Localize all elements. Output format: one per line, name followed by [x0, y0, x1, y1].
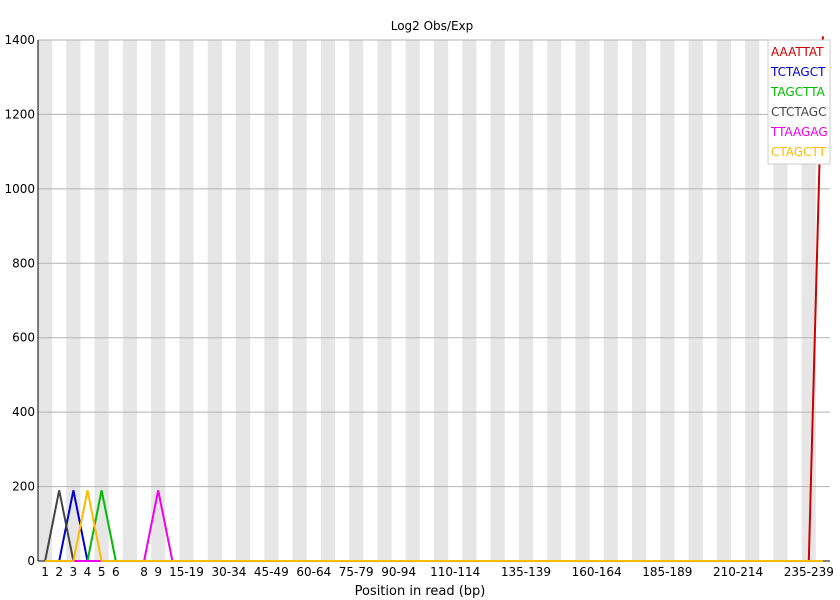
column-band: [236, 40, 251, 561]
x-tick-label: 60-64: [296, 565, 331, 579]
column-band: [122, 40, 137, 561]
gridlines: [38, 39, 830, 488]
legend-entry: TTAAGAG: [770, 125, 828, 139]
y-tick-label: 400: [12, 405, 35, 419]
y-tick-label: 800: [12, 256, 35, 270]
column-band: [716, 40, 731, 561]
x-tick-label: 90-94: [381, 565, 416, 579]
y-tick-label: 1000: [4, 182, 35, 196]
legend-entry: AAATTAT: [771, 45, 824, 59]
x-axis-title: Position in read (bp): [355, 584, 486, 599]
x-tick-label: 5: [98, 565, 106, 579]
column-band: [575, 40, 590, 561]
y-tick-label: 600: [12, 331, 35, 345]
x-tick-label: 4: [84, 565, 92, 579]
column-band: [292, 40, 307, 561]
column-band: [349, 40, 364, 561]
x-tick-label: 135-139: [501, 565, 551, 579]
legend-entry: TCTAGCT: [770, 65, 826, 79]
y-tick-labels: 0 200 400 600 800 1000 1200 1400: [4, 33, 35, 568]
column-band: [518, 40, 533, 561]
column-band: [38, 40, 53, 561]
x-tick-label: 6: [112, 565, 120, 579]
column-band: [320, 40, 335, 561]
column-band: [66, 40, 81, 561]
legend-entry: CTCTAGC: [771, 105, 826, 119]
x-tick-label: 8: [140, 565, 148, 579]
x-tick-label: 75-79: [339, 565, 374, 579]
column-band: [773, 40, 788, 561]
legend-entry: TAGCTTA: [770, 85, 826, 99]
x-tick-label: 210-214: [713, 565, 763, 579]
column-band: [179, 40, 194, 561]
column-band: [688, 40, 703, 561]
column-band: [377, 40, 392, 561]
legend-entry: CTAGCTT: [771, 145, 827, 159]
series-lines: [44, 36, 824, 562]
column-band: [462, 40, 477, 561]
x-tick-label: 160-164: [572, 565, 622, 579]
column-band: [603, 40, 618, 561]
series-line: [45, 490, 823, 562]
column-band: [151, 40, 166, 561]
x-tick-label: 9: [154, 565, 162, 579]
y-tick-label: 0: [27, 554, 35, 568]
column-band: [632, 40, 647, 561]
column-band: [434, 40, 449, 561]
column-band: [264, 40, 279, 561]
column-band: [547, 40, 562, 561]
column-band: [490, 40, 505, 561]
x-tick-labels: 1 2 3 4 5 6 8 9 15-19 30-34 45-49 60-64 75-79 90-94 11…: [41, 565, 834, 579]
y-tick-label: 1400: [4, 33, 35, 47]
x-tick-label: 1: [41, 565, 49, 579]
column-band: [660, 40, 675, 561]
column-band: [405, 40, 420, 561]
x-tick-label: 185-189: [642, 565, 692, 579]
legend-box: [767, 39, 831, 165]
legend: AAATTAT TCTAGCT TAGCTTA CTCTAGC TTAAGAG CTAGC…: [767, 39, 831, 165]
y-tick-label: 1200: [4, 107, 35, 121]
chart-title: Log2 Obs/Exp: [391, 19, 474, 33]
x-tick-label: 110-114: [430, 565, 480, 579]
x-tick-label: 3: [70, 565, 78, 579]
x-tick-label: 15-19: [169, 565, 204, 579]
column-bands: [38, 40, 816, 561]
y-tick-label: 200: [12, 480, 35, 494]
column-band: [207, 40, 222, 561]
x-tick-label: 45-49: [254, 565, 289, 579]
x-tick-label: 2: [55, 565, 63, 579]
column-band: [745, 40, 760, 561]
column-band: [94, 40, 109, 561]
x-tick-label: 30-34: [211, 565, 246, 579]
x-tick-label: 235-239: [784, 565, 834, 579]
